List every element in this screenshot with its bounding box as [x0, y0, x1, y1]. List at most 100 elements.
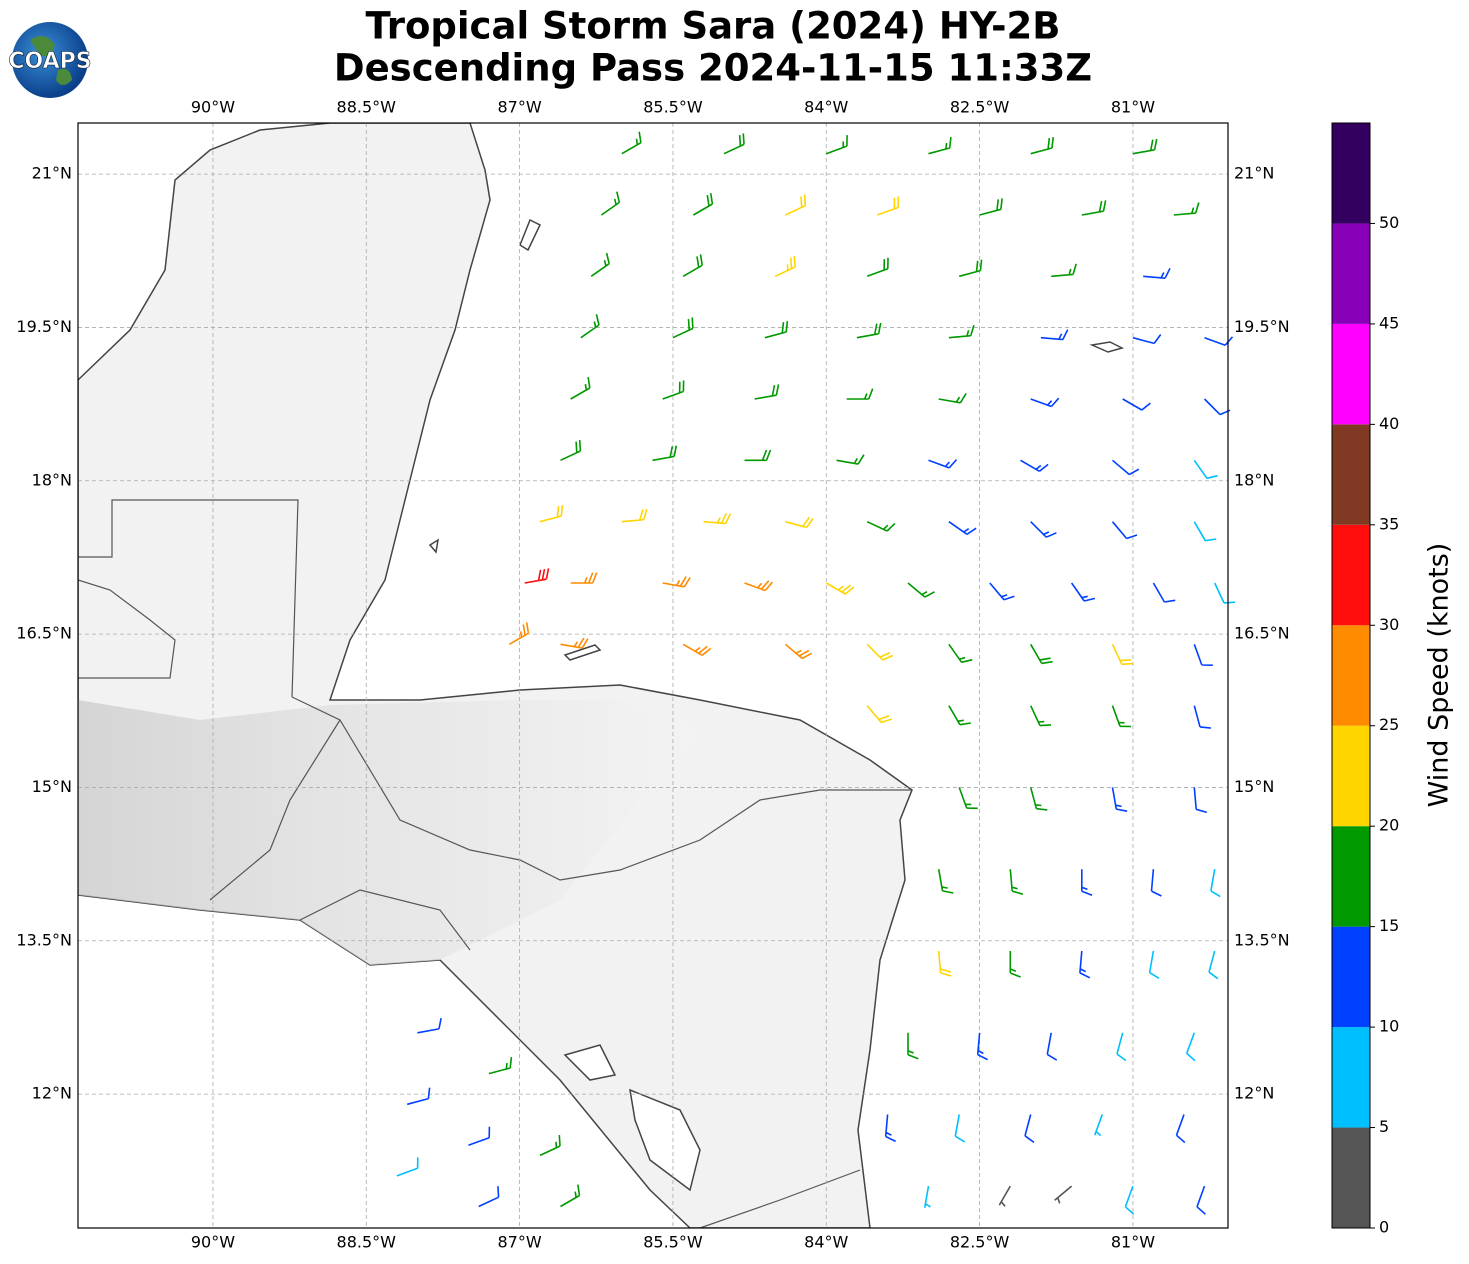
- wind-barb: [1132, 138, 1158, 155]
- border: [78, 499, 912, 1228]
- wind-barb: [1024, 1114, 1035, 1143]
- wind-barb: [1193, 521, 1217, 542]
- wind-barb: [907, 582, 935, 598]
- colorbar-segment: [1332, 1127, 1370, 1228]
- wind-barb: [621, 131, 642, 155]
- wind-barb: [1208, 950, 1219, 980]
- logo-land: [30, 36, 72, 85]
- wind-barb: [1030, 643, 1053, 665]
- wind-barb: [396, 1157, 419, 1177]
- colorbar-segment: [1332, 1027, 1370, 1128]
- colorbar-segment: [1332, 123, 1370, 224]
- wind-barb: [785, 194, 807, 216]
- colorbar-tick-label: 30: [1379, 615, 1399, 634]
- x-tick-label: 85.5°W: [643, 1233, 703, 1252]
- wind-barb: [1030, 521, 1057, 538]
- wind-barb: [1143, 267, 1171, 279]
- wind-barb: [1046, 1032, 1058, 1061]
- wind-barb: [1009, 869, 1024, 895]
- wind-barb: [652, 445, 678, 462]
- colorbar-segment: [1332, 323, 1370, 425]
- wind-barb: [1111, 459, 1140, 476]
- wind-barb: [1193, 459, 1218, 480]
- colorbar-tick-label: 20: [1379, 816, 1399, 835]
- wind-barb: [621, 508, 648, 523]
- wind-barb: [1204, 336, 1234, 346]
- wind-barb: [948, 521, 977, 535]
- colorbar-tick-label: 50: [1379, 213, 1399, 232]
- wind-barb: [1081, 869, 1093, 896]
- wind-barb: [928, 459, 958, 469]
- colorbar-tick-label: 35: [1379, 514, 1399, 533]
- wind-barb: [937, 950, 952, 977]
- wind-barb: [508, 622, 530, 645]
- colorbar-segment: [1332, 424, 1370, 525]
- logo: COAPS: [8, 22, 92, 98]
- wind-barb: [580, 314, 600, 339]
- wind-barb: [682, 254, 703, 277]
- x-tick-label: 87°W: [498, 98, 542, 117]
- colorbar-segment: [1332, 625, 1370, 726]
- wind-barb: [754, 384, 780, 400]
- y-tick-label: 12°N: [32, 1084, 72, 1103]
- colorbar-segment: [1332, 524, 1370, 626]
- wind-barb: [856, 322, 882, 339]
- x-tick-label: 87°W: [498, 1233, 542, 1252]
- x-tick-label: 82.5°W: [950, 98, 1010, 117]
- wind-barb: [826, 135, 848, 155]
- x-tick-label: 84°W: [804, 98, 848, 117]
- wind-barb: [723, 133, 745, 155]
- colorbar-tick-label: 5: [1379, 1117, 1389, 1136]
- wind-barb: [590, 252, 610, 277]
- map: [78, 123, 1228, 1228]
- wind-barb: [1020, 459, 1049, 472]
- wind-barb: [560, 439, 582, 462]
- wind-barb: [1030, 137, 1054, 155]
- wind-barb: [785, 516, 814, 529]
- colorbar-tick-label: 40: [1379, 414, 1399, 433]
- wind-barb: [1111, 787, 1128, 812]
- wind-barb: [744, 449, 772, 462]
- x-tick-label: 82.5°W: [950, 1233, 1010, 1252]
- logo-text: COAPS: [8, 49, 91, 74]
- wind-barb: [907, 1032, 919, 1060]
- wind-barb: [1070, 582, 1096, 602]
- wind-barb: [1009, 951, 1021, 978]
- wind-barb: [524, 568, 550, 584]
- wind-barb: [989, 582, 1015, 601]
- wind-barb: [866, 705, 892, 724]
- wind-barb: [764, 321, 789, 339]
- wind-barb: [846, 388, 874, 400]
- y-tick-label: 15°N: [32, 777, 72, 796]
- wind-barb: [958, 787, 978, 810]
- wind-barb: [836, 454, 865, 465]
- wind-barb: [560, 637, 589, 649]
- wind-barb: [672, 317, 694, 339]
- wind-barb: [1111, 521, 1138, 540]
- wind-barb: [1210, 869, 1221, 898]
- wind-barb: [1193, 787, 1208, 814]
- wind-barb: [1193, 644, 1213, 666]
- island: [428, 218, 1125, 661]
- x-tick-label: 88.5°W: [337, 98, 397, 117]
- wind-barb: [866, 257, 889, 278]
- wind-barb: [703, 512, 732, 525]
- wind-barb: [1116, 1032, 1127, 1062]
- wind-barb: [1150, 869, 1162, 897]
- y-tick-label: 15°N: [1234, 777, 1274, 796]
- wind-barb: [1054, 1185, 1073, 1204]
- wind-barb: [877, 196, 900, 216]
- wind-barb: [570, 376, 591, 400]
- wind-barb: [570, 572, 598, 584]
- chart-title: Tropical Storm Sara (2024) HY-2B: [366, 5, 1061, 48]
- wind-barb: [1111, 705, 1132, 728]
- wind-barb: [1213, 582, 1236, 604]
- y-tick-label: 13.5°N: [1234, 930, 1290, 949]
- wind-barb: [1093, 1114, 1104, 1137]
- wind-barb: [1152, 582, 1176, 603]
- x-tick-label: 84°W: [804, 1233, 848, 1252]
- colorbar-tick-label: 45: [1379, 313, 1399, 332]
- wind-barb: [774, 255, 796, 278]
- colorbar-frame: [1331, 122, 1371, 1229]
- wind-barb: [1173, 202, 1200, 216]
